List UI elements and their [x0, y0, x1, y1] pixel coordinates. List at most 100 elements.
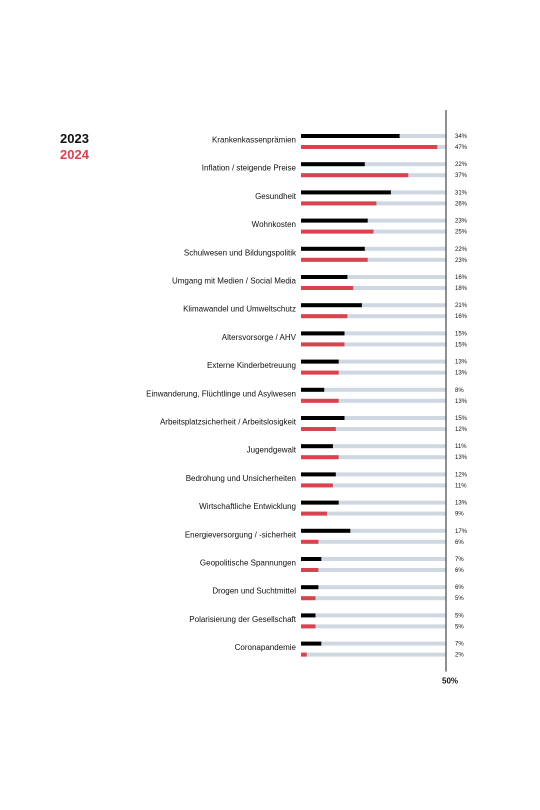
bar-track	[301, 331, 446, 336]
category-label: Krankenkassenprämien	[212, 136, 296, 145]
axis-max-label: 50%	[442, 677, 458, 686]
value-label: 6%	[455, 585, 464, 591]
value-label: 26%	[455, 201, 468, 207]
bar-2024	[301, 286, 354, 290]
bar-track	[301, 162, 446, 167]
value-label: 17%	[455, 529, 468, 535]
bar-2024	[301, 173, 409, 178]
value-label: 22%	[455, 247, 468, 253]
category-label: Klimawandel und Umweltschutz	[183, 305, 296, 314]
bar-2024	[301, 370, 339, 375]
value-label: 5%	[455, 613, 464, 619]
bar-2023	[301, 387, 325, 392]
bar-2024	[301, 342, 345, 347]
value-label: 5%	[455, 596, 464, 602]
bar-2023	[301, 557, 322, 561]
bar-track	[301, 528, 446, 533]
value-label: 37%	[455, 173, 468, 179]
bar-track	[301, 246, 446, 251]
value-label: 15%	[455, 416, 468, 422]
value-label: 47%	[455, 145, 468, 151]
bar-2024	[301, 539, 319, 544]
category-label: Umgang mit Medien / Social Media	[172, 277, 297, 286]
value-label: 22%	[455, 162, 468, 168]
value-label: 13%	[455, 399, 468, 405]
bar-2024	[301, 511, 328, 516]
value-label: 34%	[455, 134, 468, 140]
value-label: 16%	[455, 275, 468, 281]
bar-track	[301, 652, 446, 657]
category-label: Energieversorgung / -sicherheit	[185, 530, 297, 539]
value-label: 6%	[455, 540, 464, 546]
category-label: Arbeitsplatzsicherheit / Arbeitslosigkei…	[160, 418, 297, 427]
category-label: Geopolitische Spannungen	[200, 559, 296, 568]
value-label: 16%	[455, 314, 468, 320]
bar-2023	[301, 359, 339, 364]
value-label: 8%	[455, 388, 464, 394]
bar-track	[301, 218, 446, 223]
value-label: 7%	[455, 557, 464, 563]
category-label: Bedrohung und Unsicherheiten	[186, 474, 296, 483]
bar-track	[301, 539, 446, 544]
bar-track	[301, 511, 446, 516]
bar-2024	[301, 427, 336, 431]
value-label: 18%	[455, 286, 468, 292]
bar-2023	[301, 246, 365, 251]
category-label: Drogen und Suchtmittel	[212, 587, 296, 596]
bar-2024	[301, 624, 316, 629]
bar-track	[301, 359, 446, 364]
bar-track	[301, 342, 446, 347]
bar-2024	[301, 652, 307, 657]
bar-track	[301, 568, 446, 572]
bar-track	[301, 641, 446, 646]
category-label: Jugendgewalt	[247, 446, 297, 455]
bar-2024	[301, 398, 339, 403]
bar-track	[301, 444, 446, 449]
bar-2023	[301, 641, 322, 646]
value-label: 11%	[455, 444, 467, 450]
bar-track	[301, 455, 446, 460]
bar-track	[301, 585, 446, 590]
bar-2023	[301, 303, 362, 308]
bar-2023	[301, 275, 348, 279]
category-label: Inflation / steigende Preise	[202, 164, 297, 173]
bar-track	[301, 596, 446, 601]
bar-track	[301, 398, 446, 403]
bar-2023	[301, 162, 365, 167]
bar-2023	[301, 585, 319, 590]
bar-2023	[301, 613, 316, 618]
bar-2024	[301, 596, 316, 601]
value-label: 25%	[455, 230, 468, 236]
value-label: 11%	[455, 483, 467, 489]
category-label: Externe Kinderbetreuung	[207, 361, 296, 370]
bar-2023	[301, 528, 351, 533]
bar-track	[301, 472, 446, 477]
bar-2024	[301, 568, 319, 572]
category-label: Wohnkosten	[252, 220, 296, 229]
bar-track	[301, 557, 446, 561]
value-label: 2%	[455, 653, 464, 659]
value-label: 12%	[455, 427, 468, 433]
bar-2023	[301, 444, 333, 449]
bar-track	[301, 500, 446, 505]
value-label: 31%	[455, 190, 468, 196]
bar-track	[301, 387, 446, 392]
bar-track	[301, 613, 446, 618]
category-label: Schulwesen und Bildungspolitik	[184, 248, 297, 257]
legend-2024: 2024	[60, 147, 89, 162]
bar-2024	[301, 201, 377, 206]
legend-2023: 2023	[60, 131, 89, 146]
bar-2024	[301, 483, 333, 488]
bar-2024	[301, 145, 438, 149]
value-label: 9%	[455, 512, 464, 518]
bar-track	[301, 416, 446, 420]
category-label: Wirtschaftliche Entwicklung	[199, 502, 296, 511]
value-label: 15%	[455, 342, 468, 348]
bar-track	[301, 427, 446, 431]
value-label: 5%	[455, 624, 464, 630]
category-label: Altersvorsorge / AHV	[222, 333, 297, 342]
bar-track	[301, 314, 446, 319]
value-label: 12%	[455, 472, 468, 478]
value-label: 13%	[455, 501, 468, 507]
